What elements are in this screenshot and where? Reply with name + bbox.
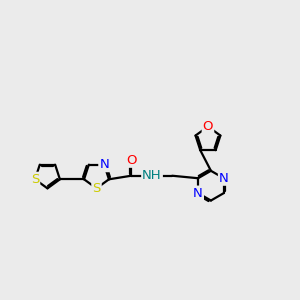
Text: S: S bbox=[92, 182, 101, 195]
Text: O: O bbox=[203, 120, 213, 133]
Text: N: N bbox=[193, 187, 203, 200]
Text: N: N bbox=[219, 172, 229, 185]
Text: S: S bbox=[31, 173, 39, 186]
Text: N: N bbox=[99, 158, 109, 171]
Text: NH: NH bbox=[142, 169, 162, 182]
Text: O: O bbox=[126, 154, 136, 167]
